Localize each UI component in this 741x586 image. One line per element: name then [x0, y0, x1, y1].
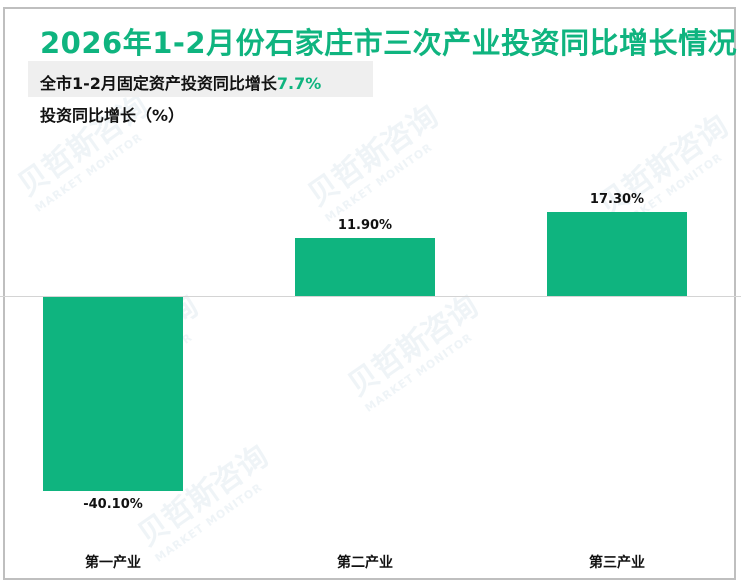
x-axis-category: 第二产业: [337, 555, 393, 571]
data-label: -40.10%: [83, 497, 143, 512]
y-axis-label: 投资同比增长（%）: [40, 106, 185, 125]
x-axis-category: 第一产业: [85, 555, 141, 571]
data-label: 17.30%: [589, 192, 645, 208]
bar-2: [295, 238, 435, 296]
bar-3: [547, 212, 687, 296]
bar-1: [43, 297, 183, 491]
chart-title: 2026年1-2月份石家庄市三次产业投资同比增长情况: [40, 26, 738, 60]
subtitle-box: [28, 61, 373, 97]
zero-baseline: [0, 296, 741, 297]
x-axis-category: 第三产业: [589, 555, 645, 571]
data-label: 11.90%: [337, 218, 393, 234]
chart-subtitle: 全市1-2月固定资产投资同比增长7.7%: [40, 74, 322, 93]
subtitle-highlight: 7.7%: [276, 74, 322, 93]
